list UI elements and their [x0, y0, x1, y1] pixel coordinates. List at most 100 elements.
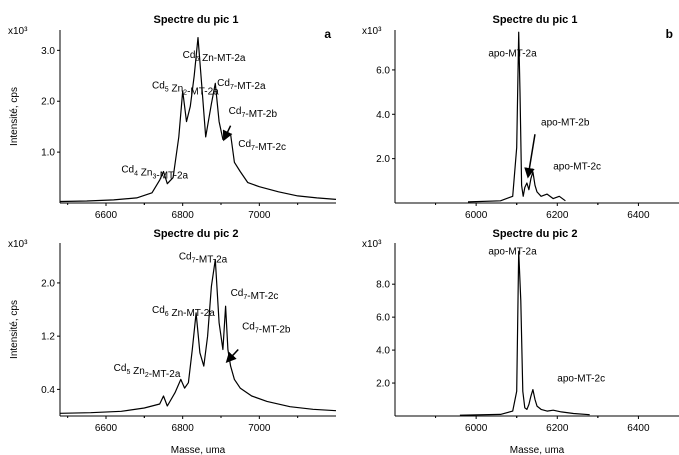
data-point [534, 185, 535, 186]
data-point [290, 406, 291, 407]
spectrum-line [459, 250, 590, 416]
data-point [522, 391, 523, 392]
data-point [512, 411, 513, 412]
y-axis-label: Intensité, cps [9, 87, 20, 146]
data-point [215, 83, 216, 84]
peak-annotation: Cd6 Zn-MT-2a [183, 50, 246, 64]
data-point [113, 199, 114, 200]
data-point [537, 406, 538, 407]
annotation-text: apo-MT-2a [488, 247, 537, 258]
annotation-subscript: 7 [230, 84, 234, 91]
data-point [313, 409, 314, 410]
spectrum-line [467, 31, 566, 203]
annotation-subscript: 7 [241, 112, 245, 119]
x-tick-label: 6400 [627, 423, 650, 434]
data-point [222, 139, 223, 140]
peak-annotation: apo-MT-2b [541, 117, 590, 128]
data-point [163, 396, 164, 397]
peak-annotation: Cd7-MT-2a [179, 252, 228, 266]
y-tick-label: 3.0 [41, 46, 55, 57]
x-tick-label: 6600 [95, 210, 118, 221]
data-point [537, 191, 538, 192]
x-axis-label: Masse, uma [171, 445, 226, 455]
data-point [524, 407, 525, 408]
annotation-text: apo-MT-2c [557, 373, 605, 384]
data-point [519, 92, 520, 93]
data-point [553, 410, 554, 411]
data-point [520, 300, 521, 301]
data-point [86, 200, 87, 201]
y-tick-label: 4.0 [376, 346, 390, 357]
data-point [219, 121, 220, 122]
annotation-text: -MT-2c [247, 291, 278, 302]
data-point [175, 392, 176, 393]
y-multiplier-label: x10³ [8, 26, 28, 37]
data-point [526, 183, 527, 184]
y-tick-label: 2.0 [41, 278, 55, 289]
annotation-subscript: 6 [165, 311, 169, 318]
data-point [528, 404, 529, 405]
data-point [573, 413, 574, 414]
annotation-text: Cd [231, 288, 244, 299]
data-point [267, 401, 268, 402]
annotation-text: -MT-2a [196, 255, 228, 266]
peak-annotation: Cd5 Zn2-MT-2a [152, 81, 219, 98]
y-tick-label: 2.0 [41, 97, 55, 108]
data-point [226, 136, 227, 137]
x-axis-label: Masse, uma [510, 445, 565, 455]
chart-panel-3: Spectre du pic 2 x10³ 0.4 1.2 2.0 6600 6800 700… [8, 228, 337, 455]
annotation-text: -MT-2b [259, 325, 291, 336]
y-multiplier-label: x10³ [8, 239, 28, 250]
peak-annotation: Cd7-MT-2b [242, 322, 291, 336]
data-point [541, 409, 542, 410]
chart-title: Spectre du pic 2 [493, 228, 578, 240]
peak-annotation: Cd6 Zn-MT-2a [152, 305, 215, 319]
panel-letter: a [324, 27, 331, 41]
data-point [190, 106, 191, 107]
data-point [188, 382, 189, 383]
annotation-text: Cd [179, 252, 192, 263]
data-point [136, 197, 137, 198]
annotation-subscript: 6 [195, 56, 199, 63]
y-multiplier-label: x10³ [362, 239, 382, 250]
annotation-text: Cd [238, 139, 251, 150]
data-point [530, 396, 531, 397]
data-point [459, 415, 460, 416]
x-tick-label: 6600 [95, 423, 118, 434]
y-tick-label: 8.0 [376, 280, 390, 291]
y-tick-label: 6.0 [376, 65, 390, 76]
data-point [234, 162, 235, 163]
pointer-arrow [222, 125, 233, 142]
data-point [530, 178, 531, 179]
annotation-text: Cd [217, 78, 230, 89]
data-point [518, 32, 519, 33]
data-point [225, 306, 226, 307]
data-point [336, 199, 337, 200]
annotation-subscript: 5 [126, 369, 130, 376]
peak-annotation: apo-MT-2c [553, 162, 601, 173]
data-point [219, 322, 220, 323]
peak-annotation: Cd7-MT-2c [238, 139, 286, 153]
annotation-text: -MT-2c [255, 142, 286, 153]
annotation-text: apo-MT-2c [553, 162, 601, 173]
peak-annotation: Cd7-MT-2c [231, 288, 279, 302]
annotation-subscript: 7 [251, 145, 255, 152]
data-point [121, 411, 122, 412]
y-tick-label: 0.4 [41, 385, 55, 396]
x-tick-label: 6200 [546, 423, 569, 434]
annotation-subscript: 7 [255, 328, 259, 335]
data-point [521, 185, 522, 186]
data-point [203, 366, 204, 367]
annotation-subscript: 2 [183, 90, 187, 97]
x-tick-label: 6000 [465, 423, 488, 434]
data-point [259, 186, 260, 187]
data-point [178, 136, 179, 137]
annotation-text: Cd [242, 322, 255, 333]
data-point [211, 286, 212, 287]
data-point [60, 413, 61, 414]
annotation-text: Zn [169, 84, 183, 95]
data-point [547, 194, 548, 195]
y-axis-label: Intensité, cps [9, 300, 20, 359]
annotation-text: apo-MT-2a [488, 49, 537, 60]
data-point [159, 404, 160, 405]
